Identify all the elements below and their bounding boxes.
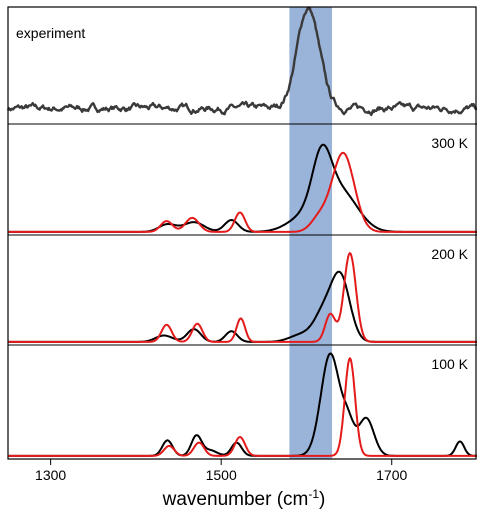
highlight-band [289,7,333,459]
highlight-band-layer [289,7,333,459]
spectrum-line-panel-2-series-2 [7,151,477,233]
x-tick-label-1700: 1700 [376,467,407,483]
spectrum-line-panel-3-series-2 [7,252,477,343]
spectrum-line-panel-4-series-2 [7,357,477,457]
x-tick-layer: 1300 1500 1700 [35,459,408,483]
spectrum-line-panel-2-series-1 [7,143,477,233]
plot-frame [7,6,477,460]
panel-label-layer: experiment 300 K 200 K 100 K [16,25,469,372]
spectrum-line-panel-3-series-1 [7,270,477,343]
x-axis-label-main: wavenumber (cm [162,489,309,510]
panel-label-2: 300 K [431,135,468,151]
panel-label-3: 200 K [431,246,468,262]
panel-label-4: 100 K [431,356,468,372]
x-axis-label-superscript: -1 [308,487,319,501]
x-tick-label-1500: 1500 [206,467,237,483]
x-axis-label: wavenumber (cm-1) [162,487,326,510]
x-tick-label-1300: 1300 [35,467,66,483]
panel-label-1: experiment [16,25,85,41]
x-axis-label-close: ) [319,489,325,510]
spectrum-line-panel-1-series-1 [6,6,477,117]
axes-frame-layer [7,6,477,460]
spectra-series-layer [6,6,477,457]
